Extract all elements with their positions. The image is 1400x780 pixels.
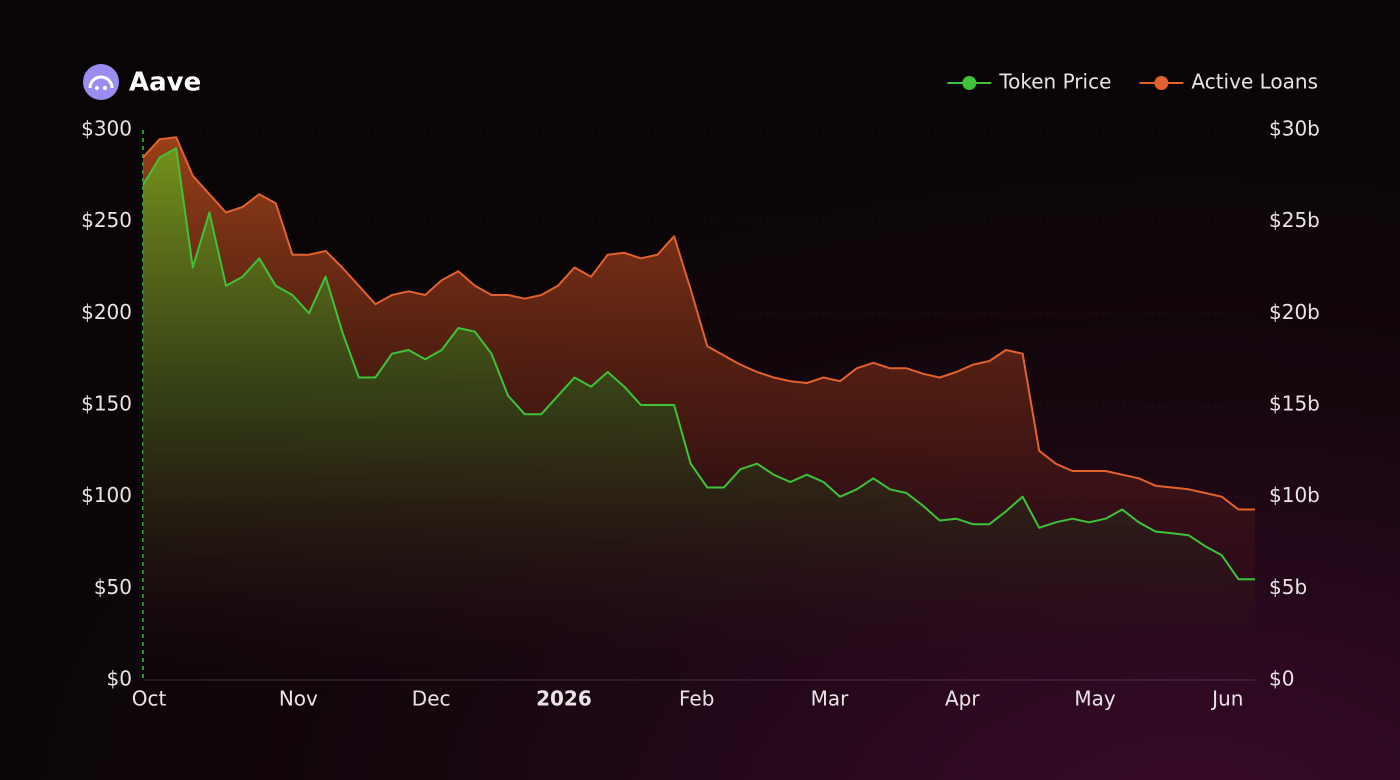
y-tick-label: $150: [81, 392, 132, 416]
y2-tick-label: $5b: [1269, 575, 1307, 599]
y-tick-label: $250: [81, 208, 132, 232]
y2-tick-label: $10b: [1269, 483, 1320, 507]
brand-logo-dot: [103, 86, 107, 90]
brand-logo-dot: [95, 86, 99, 90]
y2-tick-label: $15b: [1269, 392, 1320, 416]
legend-label: Active Loans: [1191, 70, 1318, 94]
y-tick-label: $0: [107, 667, 132, 691]
plot: $0 $50 $100 $150 $200 $250 $300 $0 $5b $10b $15b $2…: [81, 117, 1320, 711]
x-tick-label: Dec: [412, 687, 451, 711]
y2-tick-label: $30b: [1269, 117, 1320, 141]
brand-name: Aave: [129, 68, 201, 98]
x-tick-label: Nov: [279, 687, 318, 711]
y-tick-label: $300: [81, 117, 132, 141]
legend: Active Loans Token Price: [947, 70, 1318, 94]
y-tick-label: $100: [81, 483, 132, 507]
brand-logo: [83, 64, 119, 100]
brand: Aave: [83, 64, 201, 100]
area-fill: [143, 148, 1255, 681]
series-line: [142, 136, 1255, 511]
x-tick-label: Jun: [1210, 687, 1243, 711]
y-tick-label: $50: [94, 575, 132, 599]
y2-tick-label: $0: [1269, 667, 1294, 691]
legend-label: Token Price: [998, 70, 1111, 94]
brand-logo-arc: [88, 75, 114, 89]
x-tick-label: Oct: [132, 687, 167, 711]
y-tick-label: $200: [81, 300, 132, 324]
x-tick-label: Feb: [679, 687, 714, 711]
x-tick-label: May: [1074, 687, 1116, 711]
x-tick-label: Mar: [811, 687, 850, 711]
y2-tick-label: $25b: [1269, 208, 1320, 232]
x-tick-label: 2026: [536, 687, 592, 711]
legend-swatch-dot: [1154, 76, 1169, 90]
x-tick-label: Apr: [945, 687, 980, 711]
y2-tick-label: $20b: [1269, 300, 1320, 324]
series-line: [142, 147, 1255, 581]
legend-swatch-dot: [962, 76, 977, 90]
